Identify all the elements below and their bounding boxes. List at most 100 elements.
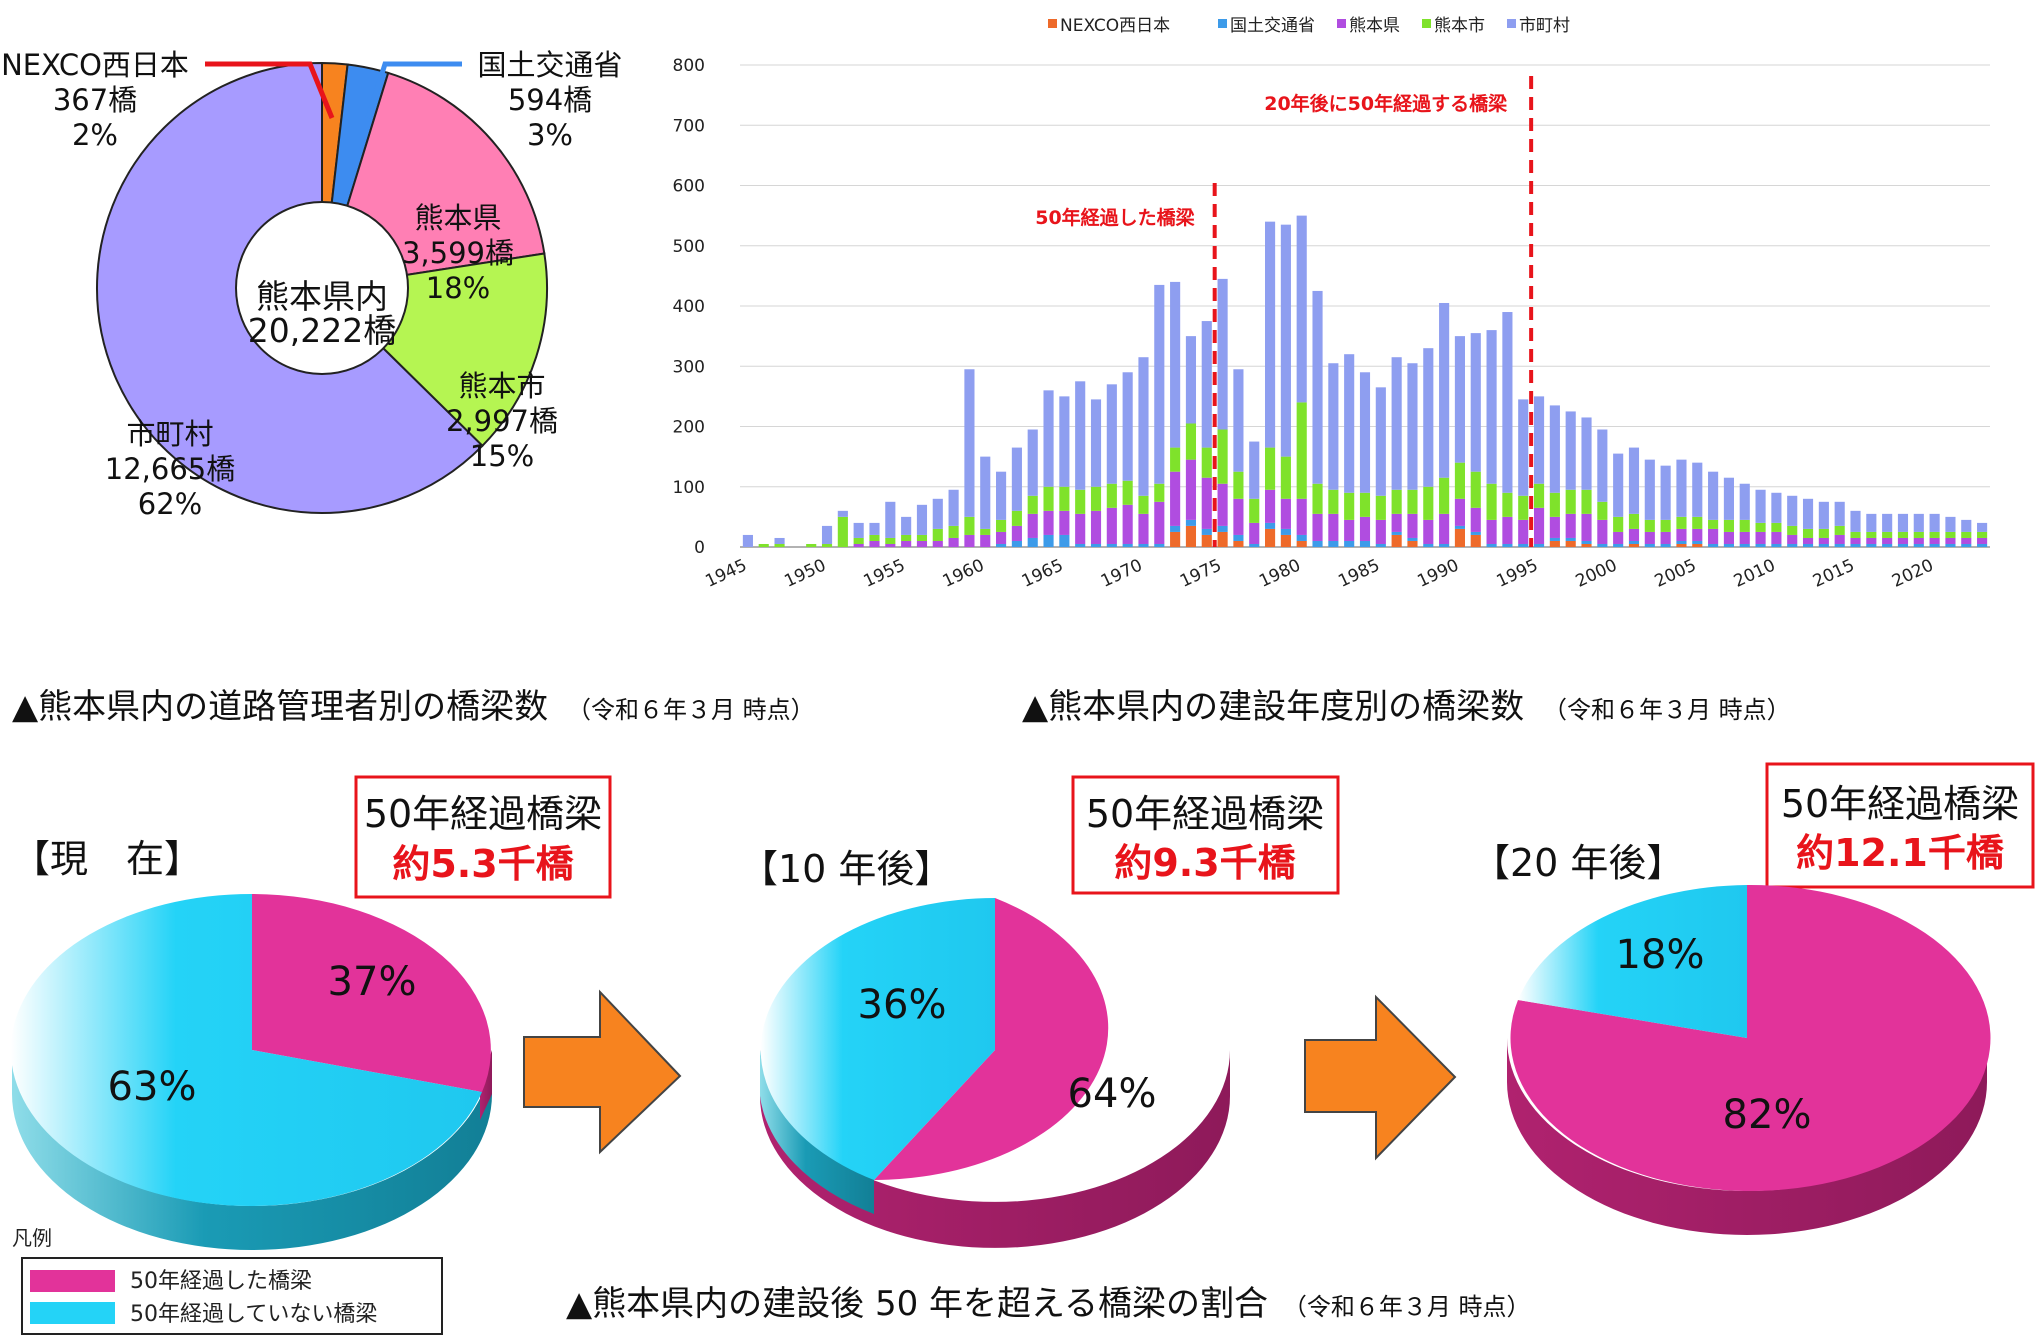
bar-1950-4: [821, 525, 833, 544]
bar-1954-2: [885, 543, 896, 547]
bar-2015-4: [1850, 510, 1861, 532]
box-now-frame: [354, 775, 612, 899]
pie3d-20y-label-over50: 82%: [1723, 1092, 1812, 1138]
bar-2019-3: [1913, 531, 1924, 538]
bar-2018-1: [1897, 543, 1909, 547]
bar-2018-3: [1897, 531, 1909, 538]
pie-label-nexco-count: 367橋: [53, 83, 137, 117]
bar-1984-1: [1359, 540, 1371, 547]
bar-1999-1: [1597, 543, 1608, 547]
bar-1983-3: [1344, 492, 1355, 520]
bar-1996-0: [1549, 540, 1560, 547]
bar-2017-2: [1882, 537, 1893, 544]
bar-1976-3: [1233, 471, 1244, 499]
bar-1982-1: [1328, 540, 1339, 547]
bar-2015-3: [1850, 531, 1861, 538]
bar-2000-3: [1613, 516, 1624, 532]
bar-1988-2: [1423, 519, 1434, 544]
bar-1990-4: [1454, 336, 1465, 463]
bar-1972-2: [1170, 471, 1181, 526]
bar-2022-4: [1961, 519, 1972, 532]
bar-1956-3: [916, 534, 928, 541]
pie3d-20y-label-under50: 18%: [1616, 932, 1705, 978]
bar-1962-1: [1011, 540, 1022, 547]
bar-1971-2: [1154, 501, 1165, 544]
bar-1967-2: [1090, 510, 1102, 544]
bar-2005-3: [1692, 516, 1703, 529]
bar-2008-3: [1739, 519, 1750, 532]
bar-2017-4: [1882, 513, 1893, 532]
bar-1987-3: [1407, 489, 1418, 514]
bar-2013-4: [1818, 501, 1829, 529]
legend-label-2: 熊本県: [1349, 16, 1400, 36]
bar-1968-3: [1106, 483, 1117, 508]
pie-label-nexco-pct: 2%: [72, 118, 118, 152]
bar-1982-3: [1328, 489, 1339, 514]
bar-2003-3: [1660, 519, 1671, 532]
bar-1983-1: [1344, 540, 1355, 547]
y-tick-1: 100: [673, 478, 705, 498]
pie-label-city-pct: 15%: [470, 439, 534, 473]
x-tick-1995: 1995: [1493, 555, 1541, 591]
bar-1949-3: [806, 543, 817, 547]
bar-1992-2: [1486, 519, 1497, 544]
pie-label-city-count: 2,997橋: [446, 404, 558, 438]
bar-1977-3: [1249, 498, 1260, 523]
bar-2007-2: [1723, 531, 1734, 544]
y-tick-5: 500: [673, 237, 705, 257]
bar-1995-4: [1533, 396, 1545, 484]
bar-1977-1: [1249, 543, 1260, 547]
pie3d-now-label-under50: 63%: [108, 1064, 197, 1110]
bar-bars: [742, 215, 1988, 547]
bar-2008-2: [1739, 531, 1750, 544]
y-tick-0: 0: [694, 538, 705, 558]
pie-leader-mlit: [365, 61, 462, 119]
pie3d-now-side-cyan: [12, 1050, 492, 1250]
bar-1975-1: [1217, 525, 1228, 532]
bar-2022-2: [1961, 537, 1972, 544]
pie-center-label-2: 20,222橋: [248, 311, 396, 350]
legend-item-under50: 50年経過していない橋梁: [130, 1302, 377, 1327]
bar-1965-2: [1059, 510, 1070, 535]
x-tick-2010: 2010: [1731, 555, 1779, 591]
bar-1968-2: [1106, 507, 1117, 544]
bar-1982-2: [1328, 513, 1339, 541]
bar-2020-3: [1929, 531, 1940, 538]
caption-ratio: ▲熊本県内の建設後 50 年を超える橋梁の割合 （令和６年３月 時点）: [566, 1284, 1530, 1324]
bar-1991-0: [1470, 534, 1481, 547]
bar-1974-2: [1201, 477, 1212, 529]
bar-1958-4: [948, 489, 959, 526]
bar-1987-0: [1407, 540, 1418, 547]
bar-1963-2: [1027, 513, 1038, 538]
bar-2021-1: [1945, 543, 1956, 547]
bar-1984-4: [1359, 372, 1371, 493]
pie3d-20y-slice-under50: [1518, 885, 1747, 1038]
bar-2019-1: [1913, 543, 1924, 547]
pie-label-pref-count: 3,599橋: [402, 236, 514, 270]
bar-1961-3: [996, 519, 1007, 532]
bar-2001-4: [1628, 447, 1640, 514]
bar-1984-2: [1359, 516, 1371, 541]
bar-1990-2: [1454, 498, 1465, 526]
bar-1945-4: [742, 534, 753, 547]
bar-1985-1: [1375, 543, 1386, 547]
bar-1952-3: [853, 537, 864, 544]
bar-2012-3: [1802, 528, 1814, 538]
caption-manager-title: ▲熊本県内の道路管理者別の橋梁数: [12, 687, 548, 727]
bar-1998-1: [1581, 540, 1592, 544]
bar-1970-2: [1138, 513, 1149, 544]
bar-1999-2: [1597, 519, 1608, 544]
box-10y-title: 50年経過橋梁: [1086, 792, 1324, 836]
bar-1983-4: [1344, 354, 1355, 493]
legend-label-1: 国土交通省: [1230, 16, 1315, 36]
bar-2003-4: [1660, 465, 1671, 520]
bar-1980-0: [1296, 540, 1307, 547]
bar-1994-2: [1518, 519, 1529, 544]
bar-2018-2: [1897, 537, 1909, 544]
caption-ratio-note: （令和６年３月 時点）: [1283, 1293, 1531, 1321]
pie3d-10y-side-mag: [760, 1050, 1230, 1248]
pie3d-now: 37% 63%: [10, 893, 492, 1250]
bar-1993-3: [1502, 492, 1513, 517]
bar-1997-0: [1565, 540, 1576, 547]
bar-2007-3: [1723, 519, 1734, 532]
